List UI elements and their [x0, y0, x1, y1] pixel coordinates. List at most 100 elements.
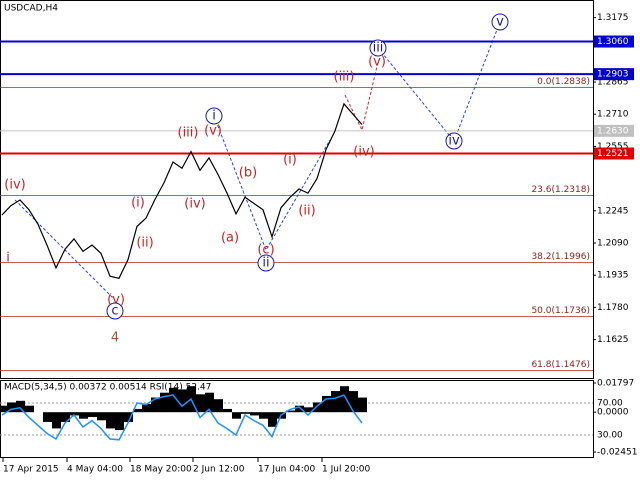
forecast-red: [344, 61, 379, 132]
y-tick-label: 1.2710: [597, 110, 629, 120]
macd-bar: [259, 412, 268, 419]
wave-label: ii: [262, 256, 269, 271]
wave-label: i: [6, 251, 10, 266]
wave-label: (i): [283, 153, 297, 168]
price-line: [1, 102, 363, 280]
indicator-label: MACD(5,34,5) 0.00372 0.00514 RSI(14) 52.…: [4, 383, 211, 393]
macd-bar: [286, 410, 295, 413]
macd-bar: [106, 412, 115, 429]
wave-label: (iii): [334, 70, 355, 85]
fib-label: 23.6(1.2318): [531, 185, 590, 195]
macd-bar: [16, 400, 25, 413]
wave-label: (iv): [184, 197, 205, 212]
macd-bar: [61, 412, 70, 422]
fib-label: 38.2(1.1996): [531, 252, 590, 262]
wave-label: (i): [131, 196, 145, 211]
rsi-line: [1, 394, 363, 441]
macd-bar: [0, 405, 7, 413]
wave-circle: [369, 39, 387, 57]
macd-bar: [25, 405, 34, 413]
wave-label: iv: [448, 134, 460, 149]
wave-label: c: [111, 304, 118, 319]
macd-bar: [313, 402, 322, 413]
macd-bar: [268, 412, 277, 427]
macd-bar: [295, 405, 304, 413]
rsi-tick-label: 70.00: [597, 399, 623, 409]
symbol-title: USDCAD,H4: [4, 4, 58, 14]
wave-label: (ii): [136, 236, 153, 251]
level-label: 1.2630: [597, 126, 629, 136]
macd-bar: [241, 412, 250, 414]
macd-bar: [340, 386, 349, 413]
wave-circle: [445, 132, 463, 150]
x-tick-label: 18 May 20:00: [130, 465, 192, 475]
level-label: 1.2521: [597, 149, 629, 159]
wave-label: (c): [257, 243, 274, 258]
macd-bar: [7, 402, 16, 413]
price-panel: [0, 0, 594, 379]
macd-bar: [70, 412, 79, 416]
macd-bar: [214, 399, 223, 413]
level-box: [594, 68, 634, 81]
macd-tick-label: 0.01797: [597, 379, 634, 389]
macd-bar: [133, 408, 142, 413]
macd-bar: [349, 391, 358, 413]
y-tick-label: 1.2865: [597, 78, 629, 88]
wave-label: (iii): [178, 126, 199, 141]
wave-label: (v): [368, 55, 386, 70]
x-tick-label: 2 Jun 12:00: [193, 465, 245, 475]
macd-bar: [232, 412, 241, 419]
wave-circle: [205, 107, 223, 125]
level-box: [594, 124, 634, 137]
wave-line: [213, 115, 331, 252]
level-label: 1.2903: [597, 70, 629, 80]
x-tick-label: 17 Jun 04:00: [258, 465, 315, 475]
wave-circle: [257, 254, 275, 272]
y-tick-label: 1.1780: [597, 303, 629, 313]
macd-bar: [196, 394, 205, 413]
wave-label: (a): [221, 231, 239, 246]
macd-bar: [88, 412, 97, 418]
macd-bar: [151, 397, 160, 413]
macd-bar: [124, 412, 133, 422]
y-tick-label: 1.2090: [597, 239, 629, 249]
macd-bar: [205, 392, 214, 413]
x-tick-label: 1 Jul 20:00: [322, 465, 371, 475]
macd-bar: [115, 412, 124, 431]
macd-bar: [97, 412, 106, 421]
macd-bar: [322, 395, 331, 413]
fib-label: 61.8(1.1476): [531, 360, 590, 370]
wave-label: (v): [204, 124, 222, 139]
wave-label: (iv): [4, 178, 25, 193]
level-label: 1.3060: [597, 37, 629, 47]
macd-bar: [142, 404, 151, 413]
macd-tick-label: -0.02451: [597, 448, 637, 458]
macd-bar: [52, 412, 61, 429]
macd-bar: [178, 389, 187, 413]
macd-bar: [304, 407, 313, 413]
fib-label: 50.0(1.1736): [531, 306, 590, 316]
y-tick-label: 1.2245: [597, 206, 629, 216]
macd-bar: [250, 412, 259, 416]
x-tick-label: 17 Apr 2015: [3, 465, 59, 475]
wave-label: v: [496, 15, 504, 30]
macd-bar: [358, 397, 367, 413]
wave-label: 4: [111, 331, 119, 346]
wave-circle: [106, 302, 124, 320]
rsi-tick-label: 30.00: [597, 431, 623, 441]
macd-bar: [43, 412, 52, 422]
macd-tick-label: 0.0000: [597, 408, 629, 418]
y-tick-label: 1.2555: [597, 142, 629, 152]
y-tick-label: 1.3175: [597, 13, 629, 23]
y-tick-label: 1.1625: [597, 335, 629, 345]
wave-label: (iv): [353, 145, 374, 160]
x-tick-label: 4 May 04:00: [67, 465, 123, 475]
macd-bar: [160, 392, 169, 413]
y-tick-label: 1.1935: [597, 271, 629, 281]
wave-circle: [491, 13, 509, 31]
wave-label: i: [212, 109, 216, 124]
macd-bar: [223, 408, 232, 413]
level-box: [594, 147, 634, 160]
wave-label: (ii): [298, 204, 315, 219]
